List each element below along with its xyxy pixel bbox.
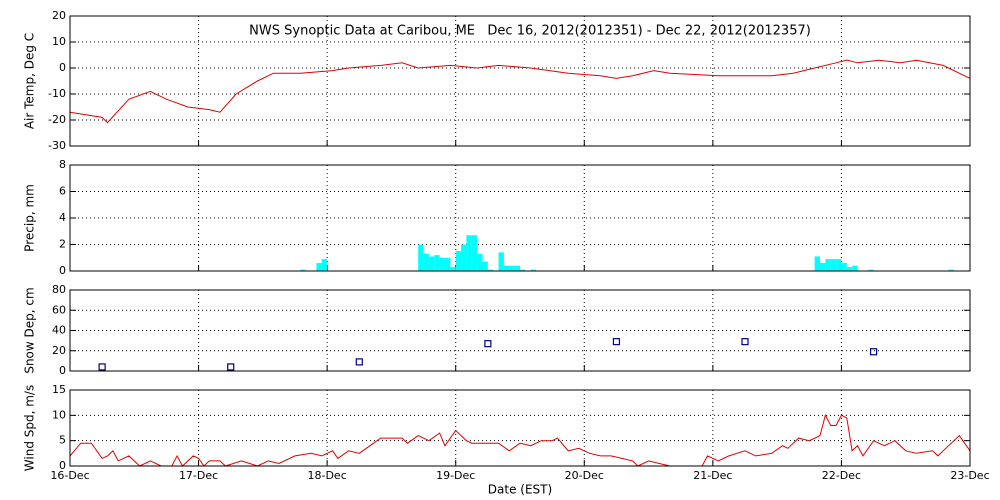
- bar: [498, 252, 504, 271]
- bar: [503, 265, 510, 271]
- bar: [852, 265, 858, 271]
- bar: [455, 251, 462, 271]
- y-tick-label: 40: [52, 324, 66, 337]
- x-tick-label: 17-Dec: [179, 469, 218, 482]
- bar: [466, 235, 472, 271]
- bar: [514, 265, 520, 271]
- bar: [948, 269, 954, 271]
- bar: [300, 269, 306, 271]
- x-tick-label: 23-Dec: [950, 469, 989, 482]
- point: [227, 363, 235, 371]
- bar: [471, 235, 478, 271]
- line: [69, 59, 971, 124]
- bar: [836, 259, 842, 271]
- chart-title: NWS Synoptic Data at Caribou, ME Dec 16,…: [249, 24, 811, 39]
- point: [741, 338, 749, 346]
- line: [69, 413, 971, 467]
- bar: [434, 255, 440, 271]
- bar: [487, 269, 494, 271]
- bar: [825, 259, 831, 271]
- bar: [450, 267, 456, 271]
- bar: [530, 269, 537, 271]
- y-tick-label: 6: [59, 185, 66, 198]
- y-tick-label: -20: [48, 113, 66, 126]
- y-tick-label: 0: [59, 364, 66, 377]
- bar: [830, 259, 837, 271]
- bar: [423, 253, 429, 271]
- bar: [461, 244, 467, 271]
- y-tick-label: 8: [59, 158, 66, 171]
- bar: [846, 267, 853, 271]
- x-tick-label: 20-Dec: [565, 469, 604, 482]
- bar: [820, 263, 826, 271]
- y-axis-label: Precip, mm: [23, 184, 37, 252]
- y-tick-label: -30: [48, 139, 66, 152]
- y-tick-label: 15: [52, 383, 66, 396]
- x-tick-label: 22-Dec: [822, 469, 861, 482]
- x-axis-label: Date (EST): [488, 483, 552, 497]
- panel-frame: [69, 389, 971, 467]
- y-tick-label: -10: [48, 87, 66, 100]
- point: [484, 340, 492, 348]
- panel-frame: [69, 289, 971, 372]
- y-tick-label: 0: [59, 61, 66, 74]
- y-axis-label: Wind Spd, m/s: [23, 385, 37, 471]
- y-tick-label: 20: [52, 9, 66, 22]
- y-axis-label: Air Temp, Deg C: [23, 33, 37, 129]
- bar: [841, 263, 847, 271]
- y-axis-label: Snow Dep, cm: [23, 287, 37, 373]
- y-tick-label: 80: [52, 283, 66, 296]
- y-tick-label: 20: [52, 344, 66, 357]
- x-tick-label: 21-Dec: [693, 469, 732, 482]
- bar: [445, 257, 451, 271]
- y-tick-label: 0: [59, 264, 66, 277]
- bar: [868, 269, 874, 271]
- point: [355, 358, 363, 366]
- bar: [418, 244, 424, 271]
- point: [98, 363, 106, 371]
- bar: [509, 265, 515, 271]
- bar: [439, 257, 445, 271]
- panel-frame: [69, 15, 971, 147]
- point: [612, 338, 621, 346]
- point: [869, 348, 878, 356]
- x-tick-label: 19-Dec: [436, 469, 475, 482]
- x-tick-label: 18-Dec: [308, 469, 347, 482]
- panel-frame: [69, 164, 971, 272]
- y-tick-label: 10: [52, 35, 66, 48]
- y-tick-label: 10: [52, 408, 66, 421]
- y-tick-label: 5: [59, 434, 66, 447]
- bar: [520, 269, 526, 271]
- y-tick-label: 0: [59, 459, 66, 472]
- y-tick-label: 4: [59, 211, 66, 224]
- y-tick-label: 60: [52, 303, 66, 316]
- bar: [477, 253, 483, 271]
- bar: [316, 263, 322, 271]
- x-tick-label: 16-Dec: [50, 469, 89, 482]
- bar: [482, 261, 488, 271]
- y-tick-label: 2: [59, 238, 66, 251]
- bar: [428, 256, 435, 271]
- bar: [321, 259, 328, 271]
- bar: [814, 256, 820, 271]
